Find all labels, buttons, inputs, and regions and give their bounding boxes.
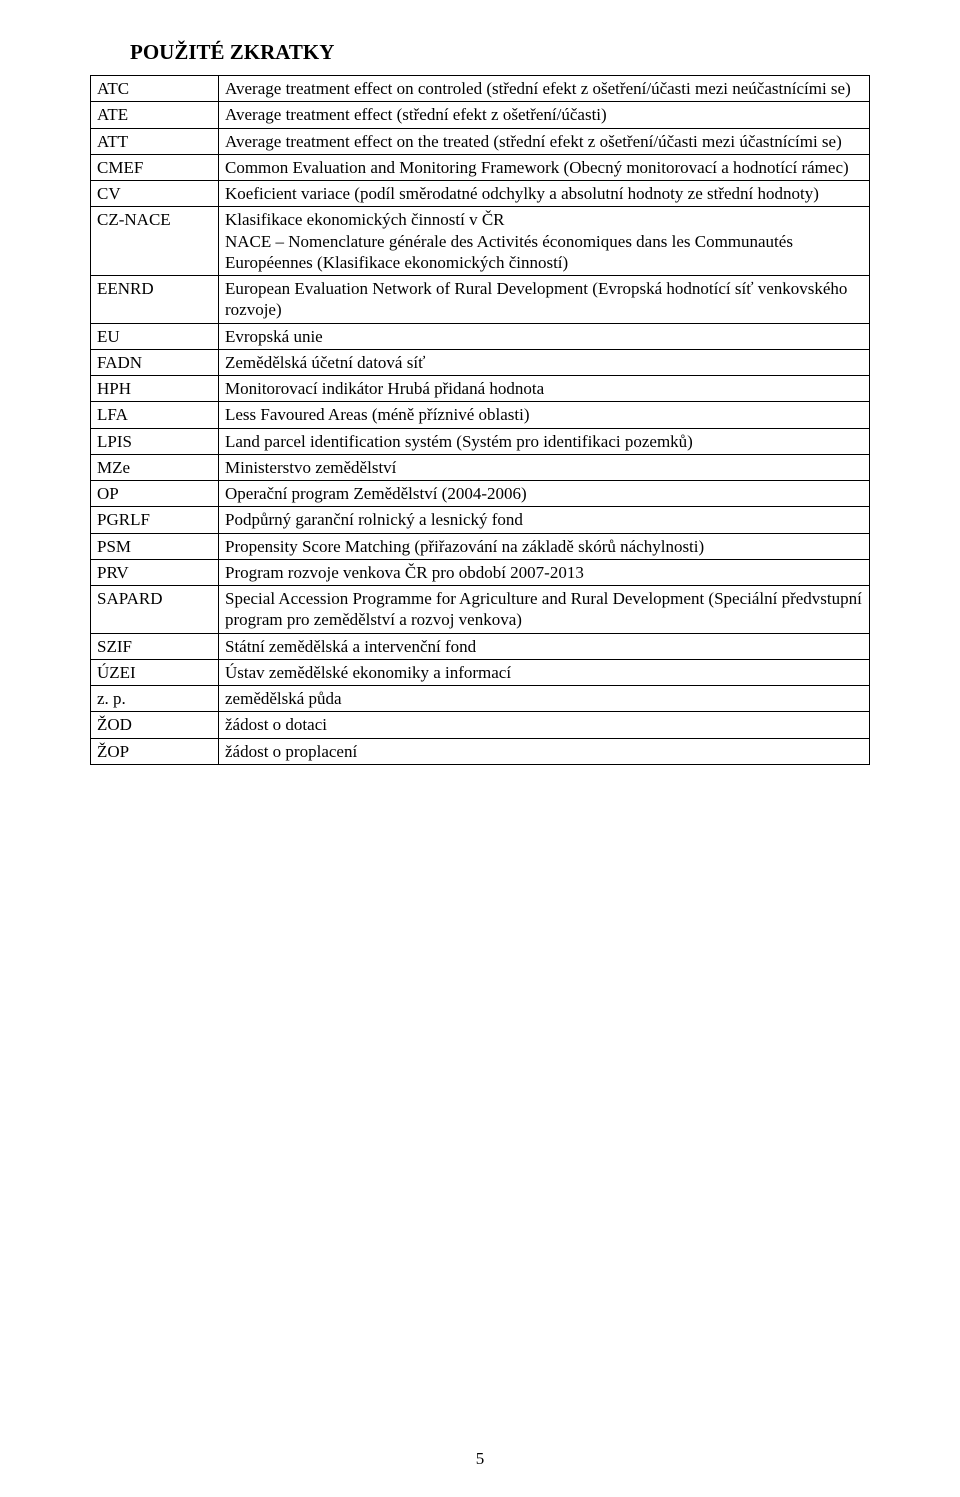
abbreviations-tbody: ATCAverage treatment effect on controled… <box>91 76 870 765</box>
definition-cell: European Evaluation Network of Rural Dev… <box>219 276 870 324</box>
table-row: ATCAverage treatment effect on controled… <box>91 76 870 102</box>
abbr-cell: EU <box>91 323 219 349</box>
table-row: LPISLand parcel identification systém (S… <box>91 428 870 454</box>
definition-cell: Special Accession Programme for Agricult… <box>219 586 870 634</box>
table-row: EUEvropská unie <box>91 323 870 349</box>
definition-cell: Operační program Zemědělství (2004-2006) <box>219 481 870 507</box>
abbr-cell: ÚZEI <box>91 659 219 685</box>
abbr-cell: ŽOD <box>91 712 219 738</box>
definition-cell: Program rozvoje venkova ČR pro období 20… <box>219 559 870 585</box>
table-row: OPOperační program Zemědělství (2004-200… <box>91 481 870 507</box>
table-row: ŽODžádost o dotaci <box>91 712 870 738</box>
table-row: FADNZemědělská účetní datová síť <box>91 349 870 375</box>
table-row: PSMPropensity Score Matching (přiřazován… <box>91 533 870 559</box>
definition-cell: Podpůrný garanční rolnický a lesnický fo… <box>219 507 870 533</box>
table-row: EENRDEuropean Evaluation Network of Rura… <box>91 276 870 324</box>
table-row: ATTAverage treatment effect on the treat… <box>91 128 870 154</box>
abbr-cell: PGRLF <box>91 507 219 533</box>
definition-cell: Less Favoured Areas (méně příznivé oblas… <box>219 402 870 428</box>
table-row: z. p.zemědělská půda <box>91 686 870 712</box>
definition-cell: Klasifikace ekonomických činností v ČRNA… <box>219 207 870 276</box>
abbr-cell: FADN <box>91 349 219 375</box>
abbr-cell: LFA <box>91 402 219 428</box>
abbreviations-table: ATCAverage treatment effect on controled… <box>90 75 870 765</box>
table-row: PRVProgram rozvoje venkova ČR pro období… <box>91 559 870 585</box>
table-row: LFALess Favoured Areas (méně příznivé ob… <box>91 402 870 428</box>
definition-cell: Státní zemědělská a intervenční fond <box>219 633 870 659</box>
table-row: SAPARDSpecial Accession Programme for Ag… <box>91 586 870 634</box>
abbr-cell: ATE <box>91 102 219 128</box>
definition-cell: Propensity Score Matching (přiřazování n… <box>219 533 870 559</box>
table-row: ÚZEIÚstav zemědělské ekonomiky a informa… <box>91 659 870 685</box>
abbr-cell: EENRD <box>91 276 219 324</box>
table-row: PGRLFPodpůrný garanční rolnický a lesnic… <box>91 507 870 533</box>
table-row: MZeMinisterstvo zemědělství <box>91 454 870 480</box>
page-number: 5 <box>0 1449 960 1469</box>
definition-cell: Ústav zemědělské ekonomiky a informací <box>219 659 870 685</box>
table-row: SZIFStátní zemědělská a intervenční fond <box>91 633 870 659</box>
definition-cell: zemědělská půda <box>219 686 870 712</box>
definition-cell: Monitorovací indikátor Hrubá přidaná hod… <box>219 376 870 402</box>
definition-cell: žádost o dotaci <box>219 712 870 738</box>
table-row: CMEFCommon Evaluation and Monitoring Fra… <box>91 154 870 180</box>
abbr-cell: PSM <box>91 533 219 559</box>
definition-cell: Koeficient variace (podíl směrodatné odc… <box>219 181 870 207</box>
definition-cell: Average treatment effect on the treated … <box>219 128 870 154</box>
abbr-cell: ŽOP <box>91 738 219 764</box>
abbr-cell: SZIF <box>91 633 219 659</box>
definition-cell: Zemědělská účetní datová síť <box>219 349 870 375</box>
abbr-cell: ATC <box>91 76 219 102</box>
definition-cell: Evropská unie <box>219 323 870 349</box>
table-row: HPHMonitorovací indikátor Hrubá přidaná … <box>91 376 870 402</box>
definition-cell: Average treatment effect on controled (s… <box>219 76 870 102</box>
abbr-cell: PRV <box>91 559 219 585</box>
definition-cell: Ministerstvo zemědělství <box>219 454 870 480</box>
page: POUŽITÉ ZKRATKY ATCAverage treatment eff… <box>0 0 960 1497</box>
table-row: CZ-NACEKlasifikace ekonomických činností… <box>91 207 870 276</box>
table-row: ŽOPžádost o proplacení <box>91 738 870 764</box>
definition-cell: Common Evaluation and Monitoring Framewo… <box>219 154 870 180</box>
abbr-cell: z. p. <box>91 686 219 712</box>
abbr-cell: CZ-NACE <box>91 207 219 276</box>
abbr-cell: SAPARD <box>91 586 219 634</box>
definition-cell: žádost o proplacení <box>219 738 870 764</box>
abbr-cell: HPH <box>91 376 219 402</box>
abbr-cell: MZe <box>91 454 219 480</box>
abbr-cell: OP <box>91 481 219 507</box>
abbr-cell: ATT <box>91 128 219 154</box>
table-row: ATEAverage treatment effect (střední efe… <box>91 102 870 128</box>
abbr-cell: LPIS <box>91 428 219 454</box>
definition-cell: Average treatment effect (střední efekt … <box>219 102 870 128</box>
abbr-cell: CMEF <box>91 154 219 180</box>
definition-cell: Land parcel identification systém (Systé… <box>219 428 870 454</box>
abbr-cell: CV <box>91 181 219 207</box>
table-row: CVKoeficient variace (podíl směrodatné o… <box>91 181 870 207</box>
section-heading: POUŽITÉ ZKRATKY <box>130 40 870 65</box>
